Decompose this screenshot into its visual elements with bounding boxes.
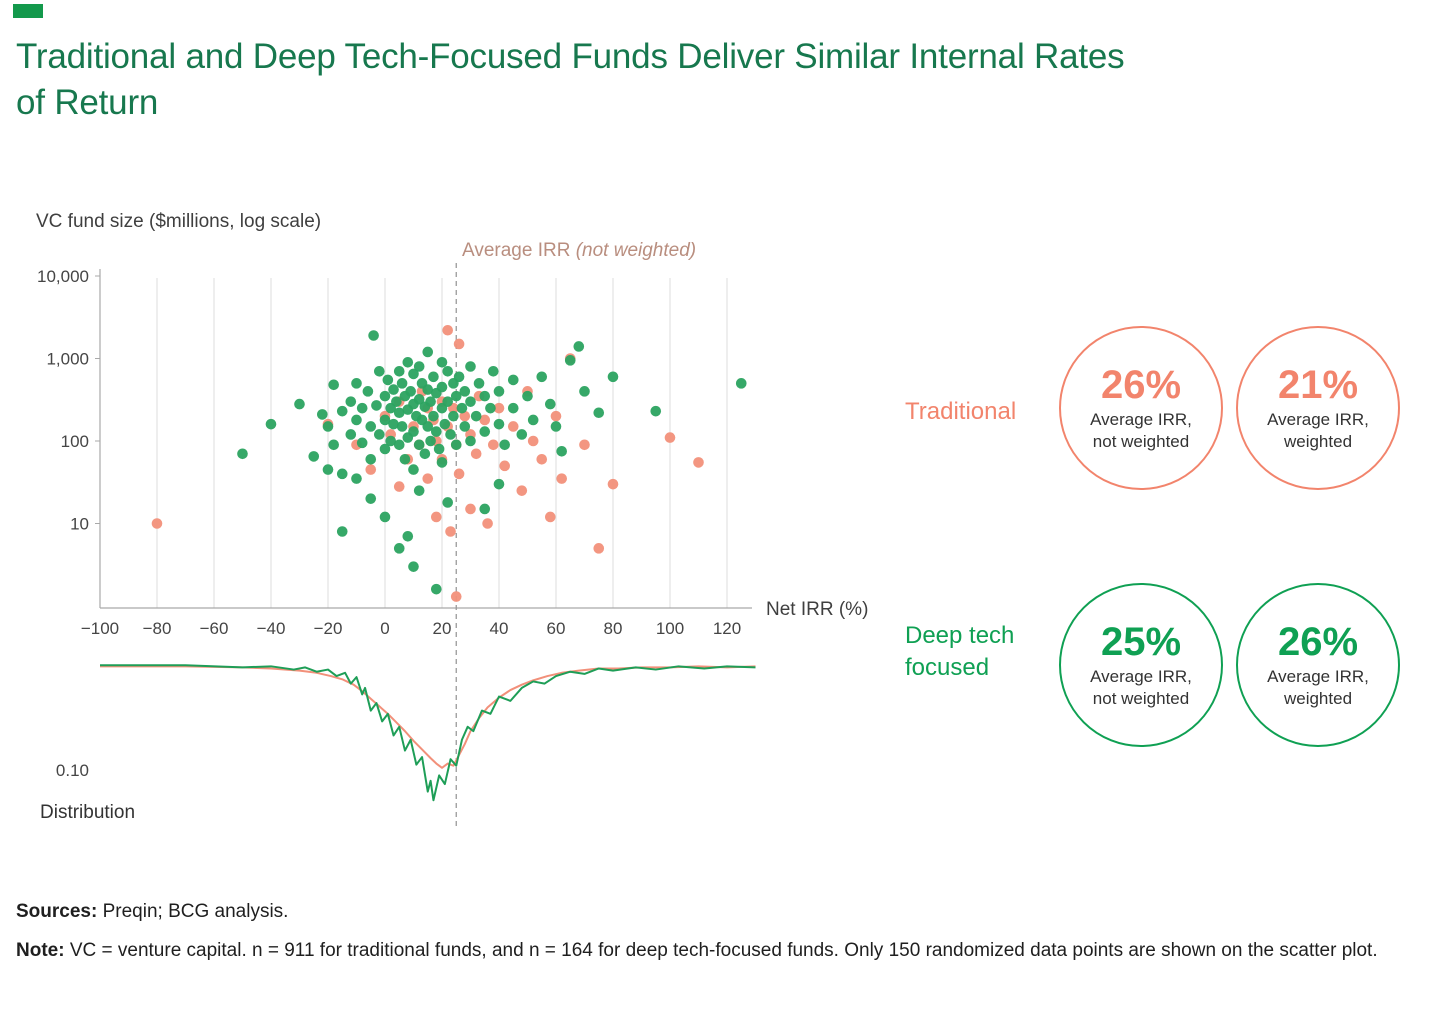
footnote-label: Note: (16, 940, 65, 961)
gridlines (156, 278, 728, 608)
stat-value: 26% (1277, 619, 1359, 664)
svg-text:1,000: 1,000 (46, 350, 89, 369)
legend-label-deep-tech: Deep tech focused (905, 622, 1015, 682)
stat-circle-deep-tech-not-weighted: 25% Average IRR, not weighted (1059, 583, 1223, 747)
sources-text: Preqin; BCG analysis. (97, 901, 289, 922)
stat-caption-line: weighted (1283, 432, 1353, 451)
distribution-label: Distribution (40, 802, 135, 823)
stat-caption-line: not weighted (1092, 689, 1190, 708)
x-axis-label: Net IRR (%) (766, 599, 869, 620)
average-irr-annotation-note: (not weighted) (575, 240, 697, 261)
title-line-1: Traditional and Deep Tech-Focused Funds … (16, 37, 1125, 76)
stat-caption-line: weighted (1283, 689, 1353, 708)
svg-text:20: 20 (433, 619, 452, 638)
stat-caption-line: Average IRR, (1090, 666, 1192, 686)
y-tick-labels: 10,000 1,000 100 10 (37, 267, 100, 534)
x-tick-labels: −100 −80 −60 −40 −20 0 20 40 60 80 100 120 (81, 619, 741, 638)
average-irr-annotation: Average IRR (not weighted) (462, 240, 696, 262)
sources-label: Sources: (16, 901, 98, 922)
stat-value: 21% (1277, 362, 1359, 407)
stat-circle-deep-tech-weighted: 26% Average IRR, weighted (1236, 583, 1400, 747)
svg-text:100: 100 (61, 432, 89, 451)
y-axis-title: VC fund size ($millions, log scale) (36, 211, 322, 232)
stat-circle-traditional-weighted: 21% Average IRR, weighted (1236, 326, 1400, 490)
stat-caption-line: Average IRR, (1090, 409, 1192, 429)
svg-text:80: 80 (604, 619, 623, 638)
legend-label-traditional: Traditional (905, 398, 1017, 425)
svg-text:−80: −80 (143, 619, 172, 638)
svg-text:−40: −40 (257, 619, 286, 638)
svg-text:40: 40 (490, 619, 509, 638)
footnote-text: VC = venture capital. n = 911 for tradit… (64, 940, 1378, 961)
svg-text:10,000: 10,000 (37, 267, 89, 286)
svg-text:0: 0 (380, 619, 389, 638)
svg-text:−100: −100 (81, 619, 119, 638)
svg-text:100: 100 (656, 619, 684, 638)
scatter-distribution-chart: −100 −80 −60 −40 −20 0 20 40 60 80 100 120 10,000 1,0… (37, 263, 756, 830)
stat-value: 25% (1100, 619, 1182, 664)
svg-text:−20: −20 (314, 619, 343, 638)
svg-text:60: 60 (547, 619, 566, 638)
average-irr-annotation-text: Average IRR (462, 240, 576, 261)
bcg-logo-mark (13, 4, 43, 18)
svg-text:120: 120 (713, 619, 741, 638)
stat-caption-line: Average IRR, (1267, 666, 1369, 686)
sources-note: Sources: Preqin; BCG analysis. (16, 901, 288, 923)
svg-text:10: 10 (70, 515, 89, 534)
page-title: Traditional and Deep Tech-Focused Funds … (16, 34, 1428, 125)
scatter-points-deep-tech (237, 330, 747, 595)
stat-caption-line: Average IRR, (1267, 409, 1369, 429)
stat-circle-traditional-not-weighted: 26% Average IRR, not weighted (1059, 326, 1223, 490)
title-line-2: of Return (16, 82, 159, 122)
distribution-tick-label: 0.10 (56, 761, 89, 780)
stat-value: 26% (1100, 362, 1182, 407)
distribution-line-deep-tech (100, 664, 756, 802)
footnote: Note: VC = venture capital. n = 911 for … (16, 938, 1378, 965)
svg-text:−60: −60 (200, 619, 229, 638)
stat-caption-line: not weighted (1092, 432, 1190, 451)
distribution-line-traditional (100, 665, 756, 769)
scatter-points-traditional (151, 324, 704, 602)
